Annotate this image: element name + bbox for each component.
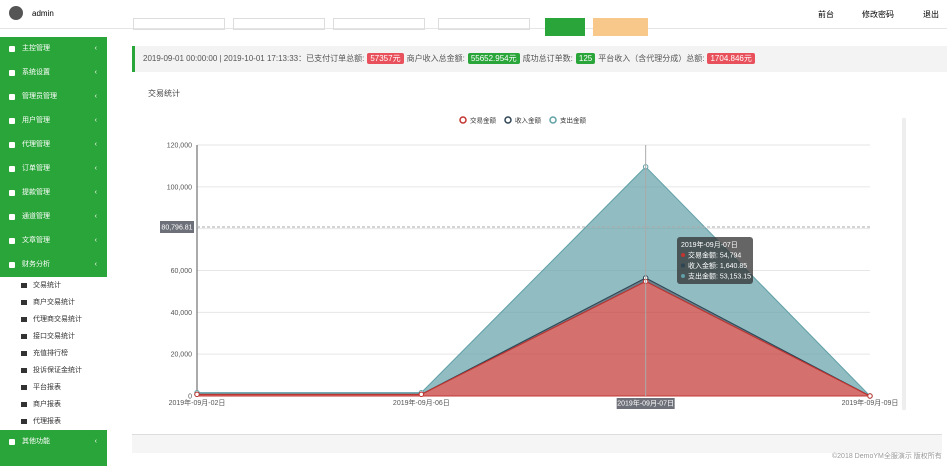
summary-label: 平台收入（含代理分成）总额: <box>598 54 705 63</box>
menu-item[interactable]: 系统设置 <box>0 61 107 85</box>
submenu-item[interactable]: 交易统计 <box>0 277 107 294</box>
y-tick-label: 80,000 <box>171 226 193 233</box>
summary-bar: 2019-09-01 00:00:00 | 2019-10-01 17:13:3… <box>132 46 947 72</box>
y-tick-label: 100,000 <box>167 184 192 191</box>
x-tick-label: 2019年-09月-07日 <box>617 398 674 407</box>
point <box>867 393 873 399</box>
panel-title: 交易统计 <box>148 89 180 98</box>
table-header <box>132 434 942 453</box>
menu-item[interactable]: 代理管理 <box>0 133 107 157</box>
link[interactable]: 退出 <box>923 10 939 19</box>
area <box>196 166 871 397</box>
search-button[interactable] <box>545 18 585 36</box>
x-tick-label: 2019年-09月-09日 <box>842 398 899 407</box>
menu-item[interactable]: 管理员管理 <box>0 85 107 109</box>
range: 2019-09-01 00:00:00 | 2019-10-01 17:13:3… <box>143 54 307 63</box>
submenu-item[interactable]: 商户报表 <box>0 396 107 413</box>
axis-pointer-bg <box>616 398 675 409</box>
y-tick-label: 0 <box>188 394 192 401</box>
menu-item[interactable]: 其他功能 <box>0 430 107 454</box>
crosshair-label: 80,796.81 <box>161 225 192 232</box>
tooltip-dot <box>681 253 685 257</box>
sidebar: 主控管理系统设置管理员管理用户管理代理管理订单管理提款管理通道管理文章管理财务分… <box>0 37 107 466</box>
export-button[interactable] <box>593 18 648 36</box>
legend-label: 支出金额 <box>560 116 587 125</box>
legend-label: 收入金额 <box>515 116 542 125</box>
menu-item[interactable]: 通道管理 <box>0 205 107 229</box>
menu-item[interactable]: 主控管理 <box>0 37 107 61</box>
summary-label: 成功总订单数: <box>522 54 573 63</box>
menu-item[interactable]: 提款管理 <box>0 181 107 205</box>
summary-badge: 55652.954元 <box>467 53 520 64</box>
legend-icon <box>549 116 557 124</box>
menu-item[interactable]: 文章管理 <box>0 229 107 253</box>
point <box>194 391 200 397</box>
x-tick-label: 2019年-09月-06日 <box>393 398 450 407</box>
summary-badge: 1704.846元 <box>707 53 755 64</box>
y-tick-label: 60,000 <box>171 268 193 275</box>
summary-label: 商户收入总金额: <box>406 54 465 63</box>
submenu-item[interactable]: 接口交易统计 <box>0 328 107 345</box>
tooltip-item: 交易金额: 54,794 <box>688 251 741 260</box>
user-name: admin <box>32 9 54 18</box>
menu-item[interactable]: 财务分析 <box>0 253 107 277</box>
submenu-item[interactable]: 代理报表 <box>0 413 107 430</box>
scrollbar <box>902 118 906 410</box>
x-tick-label: 2019年-09月-02日 <box>169 398 226 407</box>
header: admin 前台 修改密码 退出 <box>0 0 947 36</box>
legend-label: 交易金额 <box>470 116 497 125</box>
point <box>194 391 200 398</box>
submenu-item[interactable]: 充值排行榜 <box>0 345 107 362</box>
legend-icon <box>504 116 512 124</box>
tooltip-title: 2019年-09月-07日 <box>681 240 738 249</box>
point <box>418 389 425 396</box>
point <box>867 393 873 399</box>
crosshair-label-bg <box>160 221 194 233</box>
y-tick-label: 40,000 <box>171 310 193 317</box>
axis-pointer-label: 2019年-09月-07日 <box>617 399 674 408</box>
menu-item[interactable]: 用户管理 <box>0 109 107 133</box>
y-tick-label: 20,000 <box>171 352 193 359</box>
input[interactable] <box>233 18 325 30</box>
point <box>642 278 649 285</box>
area <box>196 277 871 397</box>
summary-badge: 57357元 <box>367 53 404 64</box>
submenu-item[interactable]: 投诉保证金统计 <box>0 362 107 379</box>
point <box>642 275 649 281</box>
link[interactable]: 前台 <box>818 10 834 19</box>
point <box>418 391 425 398</box>
point <box>867 393 873 399</box>
y-tick-label: 120,000 <box>167 143 192 150</box>
point <box>418 391 425 397</box>
area <box>196 280 871 397</box>
footer: ©2018 DemoYM全服演示 版权所有 <box>832 453 942 460</box>
tooltip-dot <box>681 263 685 268</box>
input[interactable] <box>333 18 425 30</box>
select[interactable] <box>438 18 530 30</box>
submenu-item[interactable]: 平台报表 <box>0 379 107 396</box>
tooltip-item: 收入金额: 1,640.85 <box>688 261 747 270</box>
tooltip-item: 支出金额: 53,153.15 <box>688 272 751 281</box>
avatar <box>9 6 23 20</box>
submenu-item[interactable]: 商户交易统计 <box>0 294 107 311</box>
tooltip-dot <box>681 274 685 278</box>
link[interactable]: 修改密码 <box>862 10 894 19</box>
submenu-item[interactable]: 代理商交易统计 <box>0 311 107 328</box>
tooltip-bg <box>677 237 753 284</box>
summary-label: 已支付订单总额: <box>306 54 365 63</box>
legend-icon <box>459 116 467 124</box>
summary-badge: 125 <box>575 53 596 64</box>
point <box>194 389 200 396</box>
input[interactable] <box>133 18 225 30</box>
point <box>642 164 649 170</box>
menu-item[interactable]: 订单管理 <box>0 157 107 181</box>
